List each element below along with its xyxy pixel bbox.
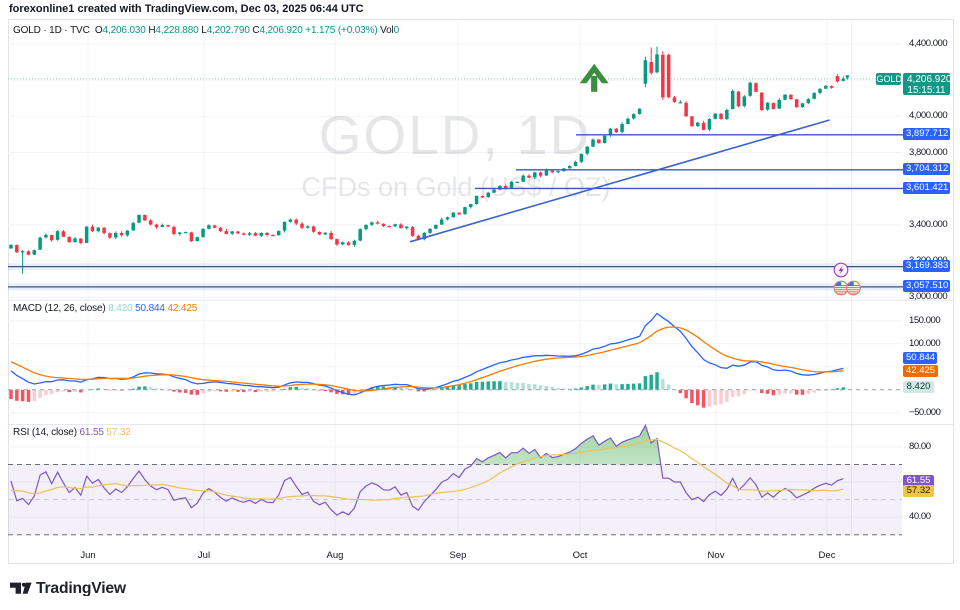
svg-text:CFDs on Gold (US$ / OZ): CFDs on Gold (US$ / OZ)	[301, 172, 610, 202]
svg-text:TradingView: TradingView	[36, 580, 127, 596]
svg-text:GOLD, 1D: GOLD, 1D	[319, 104, 592, 166]
